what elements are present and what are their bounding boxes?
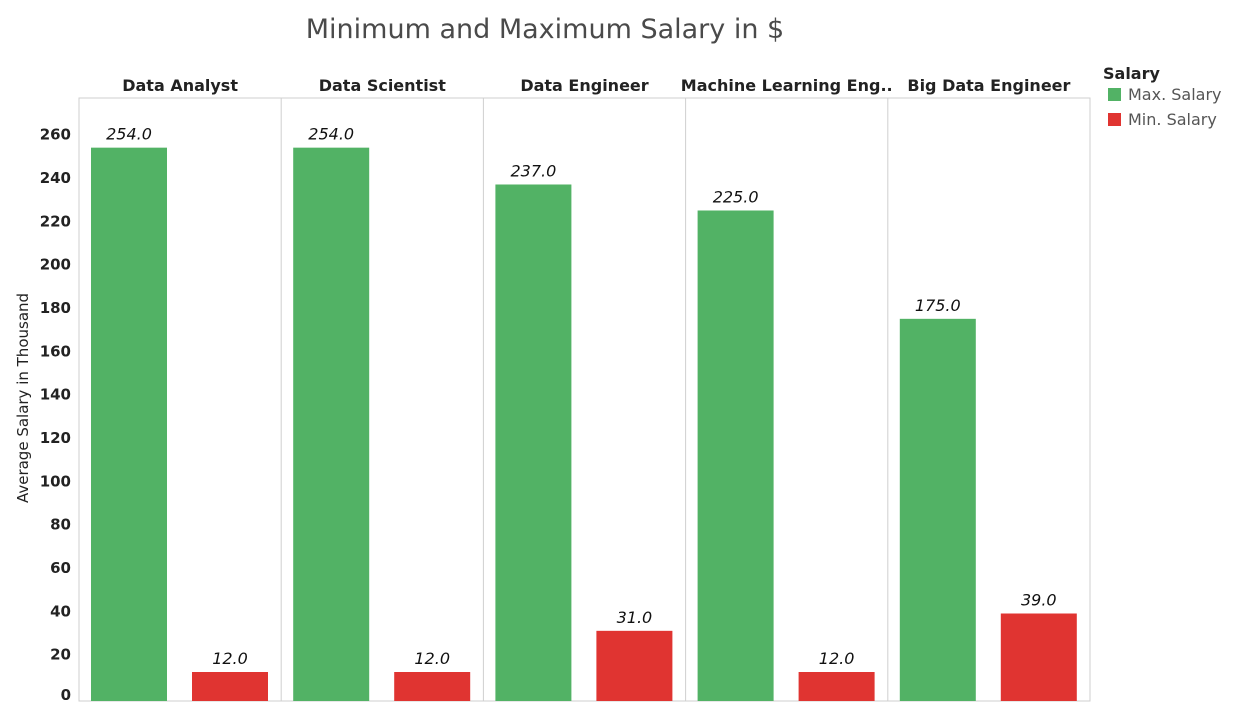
category-header: Data Scientist [319,76,446,95]
y-tick-label: 120 [40,429,71,447]
legend-title: Salary [1103,64,1160,83]
data-label: 39.0 [1021,590,1057,609]
y-tick-label: 260 [40,126,71,144]
data-label: 12.0 [212,649,248,668]
y-tick-label: 220 [40,212,71,230]
legend: Salary Max. Salary Min. Salary [1103,64,1222,129]
bar[interactable] [293,147,370,701]
y-tick-label: 100 [40,472,71,490]
y-tick-label: 20 [50,646,71,664]
y-tick-label: 240 [40,169,71,187]
bar[interactable] [91,147,167,701]
y-tick-label: 0 [61,686,71,702]
bar[interactable] [697,210,774,701]
legend-label: Max. Salary [1128,85,1222,104]
bar[interactable] [596,630,673,701]
y-tick-label: 180 [40,299,71,317]
bar[interactable] [798,671,875,701]
category-header: Big Data Engineer [907,76,1070,95]
legend-label: Min. Salary [1128,110,1217,129]
y-axis-title: Average Salary in Thousand [14,293,32,503]
y-tick-label: 200 [40,256,71,274]
category-header: Data Analyst [122,76,238,95]
y-tick-label: 160 [40,342,71,360]
y-tick-label: 40 [50,602,71,620]
legend-swatch [1108,113,1121,126]
y-tick-label: 140 [40,386,71,404]
y-tick-label: 60 [50,559,71,577]
category-header: Data Engineer [520,76,648,95]
bar[interactable] [1000,613,1077,701]
bar[interactable] [899,318,976,701]
plot-frame [78,97,1091,702]
data-label: 31.0 [617,608,653,627]
data-label: 12.0 [414,649,450,668]
chart-title: Minimum and Maximum Salary in $ [306,14,784,45]
plot-area: 0 20 40 60 80 100 120 140 160 180 200 220 240 260 Data… [40,76,1091,702]
bar[interactable] [394,671,471,701]
data-label: 254.0 [308,125,354,144]
data-label: 175.0 [915,296,961,315]
data-label: 12.0 [819,649,855,668]
data-label: 225.0 [713,187,759,206]
data-label: 254.0 [106,125,152,144]
bar[interactable] [192,671,268,701]
legend-swatch [1108,88,1121,101]
category-header: Machine Learning Eng.. [681,76,893,95]
bar[interactable] [495,184,572,702]
data-label: 237.0 [510,161,556,180]
y-tick-label: 80 [50,516,71,534]
